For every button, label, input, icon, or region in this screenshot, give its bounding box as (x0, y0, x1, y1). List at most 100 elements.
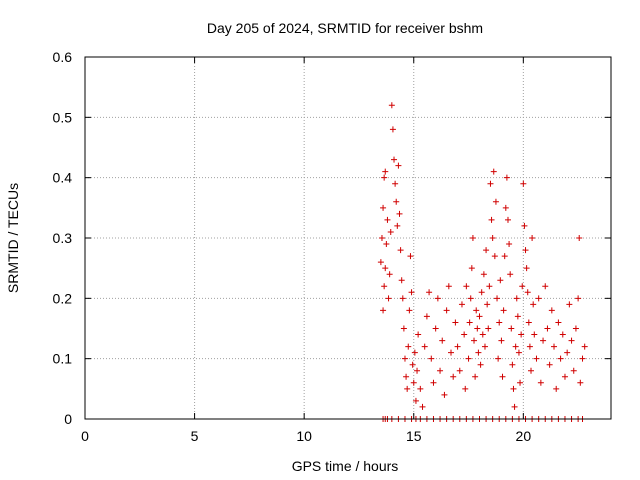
data-point (537, 379, 544, 386)
data-point (443, 307, 450, 314)
data-point (551, 343, 558, 350)
data-point (491, 253, 498, 260)
data-point (396, 210, 403, 217)
y-axis-label: SRMTID / TECUs (5, 183, 21, 293)
data-point (473, 307, 480, 314)
data-point (466, 319, 473, 326)
data-point (557, 355, 564, 362)
data-point (510, 385, 517, 392)
data-point (561, 373, 568, 380)
data-point (555, 319, 562, 326)
data-point (393, 198, 400, 205)
data-point (501, 253, 508, 260)
data-point (486, 283, 493, 290)
data-point (521, 222, 528, 229)
data-point (517, 379, 524, 386)
data-point (507, 271, 514, 278)
data-point (508, 325, 515, 332)
data-point (380, 307, 387, 314)
x-axis-label: GPS time / hours (292, 458, 399, 474)
data-point (437, 367, 444, 374)
data-point (485, 325, 492, 332)
y-tick-label: 0 (64, 411, 72, 427)
data-point (452, 319, 459, 326)
x-tick-label: 5 (191, 428, 199, 444)
data-point (380, 204, 387, 211)
data-point (530, 301, 537, 308)
data-point (514, 313, 521, 320)
data-point (465, 355, 472, 362)
y-tick-label: 0.3 (53, 230, 73, 246)
data-point (577, 379, 584, 386)
y-tick-label: 0.6 (53, 49, 73, 65)
data-point (495, 355, 502, 362)
data-point (432, 325, 439, 332)
data-point (468, 265, 475, 272)
data-point (546, 361, 553, 368)
data-point (462, 385, 469, 392)
data-point (524, 289, 531, 296)
data-point (467, 295, 474, 302)
data-point (383, 241, 390, 248)
y-tick-label: 0.5 (53, 109, 73, 125)
data-point (469, 235, 476, 241)
data-point (458, 301, 465, 308)
data-point (504, 216, 511, 223)
data-point (381, 283, 388, 290)
data-point (378, 235, 385, 241)
data-point (417, 385, 424, 392)
data-point (533, 355, 540, 362)
data-point (382, 265, 389, 272)
data-point (506, 241, 513, 248)
x-tick-label: 15 (406, 428, 422, 444)
data-point (566, 301, 573, 308)
data-point (477, 361, 484, 368)
data-point (454, 343, 461, 350)
data-point (535, 295, 542, 302)
data-point (572, 325, 579, 332)
data-point (411, 349, 418, 356)
data-point (441, 391, 448, 398)
data-point (409, 361, 416, 368)
data-point (531, 331, 538, 338)
data-point (542, 283, 549, 290)
data-point (568, 337, 575, 344)
data-point (388, 102, 395, 109)
data-point (450, 373, 457, 380)
data-point (512, 343, 519, 350)
data-point (377, 259, 384, 266)
data-point (391, 156, 398, 163)
data-point (421, 343, 428, 350)
data-point (474, 325, 481, 332)
grid (85, 57, 611, 419)
data-point (394, 222, 401, 229)
data-point (405, 343, 412, 350)
data-point (500, 307, 507, 314)
data-point (398, 277, 405, 284)
data-point (428, 355, 435, 362)
data-point (481, 343, 488, 350)
data-point (509, 361, 516, 368)
data-point (522, 247, 529, 254)
y-tick-label: 0.1 (53, 351, 73, 367)
data-point (478, 289, 485, 296)
data-point (410, 379, 417, 386)
data-point (419, 403, 426, 410)
data-point (528, 367, 535, 374)
data-point (498, 337, 505, 344)
data-point (475, 349, 482, 356)
chart-title: Day 205 of 2024, SRMTID for receiver bsh… (207, 20, 483, 36)
data-point (526, 343, 533, 350)
data-point (579, 355, 586, 362)
data-point (559, 331, 566, 338)
data-point (384, 216, 391, 223)
data-point (529, 235, 536, 241)
data-point (540, 337, 547, 344)
data-point (564, 349, 571, 356)
x-tick-label: 10 (296, 428, 312, 444)
data-point (385, 295, 392, 302)
data-point (511, 403, 518, 410)
data-point (399, 295, 406, 302)
data-point (553, 385, 560, 392)
data-point (382, 168, 389, 175)
